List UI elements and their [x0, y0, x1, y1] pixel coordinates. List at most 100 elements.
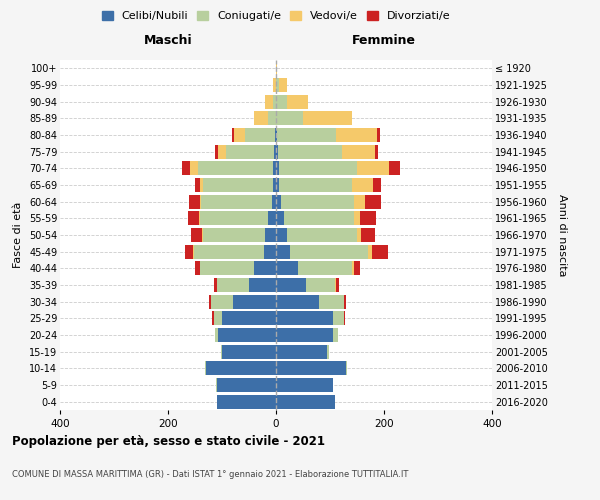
Bar — [274, 78, 276, 92]
Bar — [268, 112, 276, 126]
Bar — [346, 361, 347, 376]
Bar — [200, 194, 202, 209]
Bar — [272, 194, 276, 209]
Bar — [343, 311, 345, 326]
Text: COMUNE DI MASSA MARITTIMA (GR) - Dati ISTAT 1° gennaio 2021 - Elaborazione TUTTI: COMUNE DI MASSA MARITTIMA (GR) - Dati IS… — [12, 470, 409, 479]
Bar — [206, 361, 276, 376]
Bar — [195, 178, 200, 192]
Bar — [335, 278, 337, 292]
Bar — [290, 244, 368, 259]
Bar — [202, 228, 203, 242]
Bar — [357, 162, 389, 175]
Bar — [194, 244, 264, 259]
Bar — [195, 261, 200, 276]
Text: Popolazione per età, sesso e stato civile - 2021: Popolazione per età, sesso e stato civil… — [12, 435, 325, 448]
Bar — [276, 344, 328, 359]
Bar — [287, 94, 308, 109]
Bar — [389, 162, 400, 175]
Bar — [276, 144, 278, 159]
Bar — [254, 112, 268, 126]
Bar — [214, 278, 217, 292]
Bar — [217, 278, 249, 292]
Bar — [298, 261, 352, 276]
Bar — [203, 228, 265, 242]
Bar — [357, 228, 361, 242]
Bar — [217, 378, 276, 392]
Bar — [354, 261, 359, 276]
Bar — [332, 328, 338, 342]
Bar — [265, 228, 276, 242]
Bar — [377, 128, 380, 142]
Bar — [361, 228, 375, 242]
Bar — [274, 94, 276, 109]
Bar — [354, 211, 359, 226]
Bar — [217, 394, 276, 409]
Bar — [222, 311, 276, 326]
Bar — [211, 294, 233, 308]
Bar — [209, 294, 211, 308]
Bar — [264, 244, 276, 259]
Bar — [337, 128, 377, 142]
Bar — [185, 244, 193, 259]
Bar — [281, 194, 354, 209]
Bar — [276, 211, 284, 226]
Bar — [245, 128, 275, 142]
Bar — [276, 194, 281, 209]
Bar — [202, 194, 272, 209]
Bar — [360, 211, 376, 226]
Bar — [276, 78, 278, 92]
Bar — [375, 144, 377, 159]
Bar — [337, 278, 339, 292]
Bar — [199, 211, 200, 226]
Bar — [191, 228, 202, 242]
Bar — [278, 144, 343, 159]
Bar — [354, 194, 365, 209]
Bar — [249, 278, 276, 292]
Text: Femmine: Femmine — [352, 34, 416, 46]
Bar — [233, 294, 276, 308]
Bar — [222, 344, 276, 359]
Y-axis label: Anni di nascita: Anni di nascita — [557, 194, 567, 276]
Bar — [276, 128, 277, 142]
Bar — [188, 211, 199, 226]
Bar — [200, 261, 254, 276]
Bar — [198, 162, 274, 175]
Bar — [274, 162, 276, 175]
Bar — [276, 328, 332, 342]
Bar — [352, 261, 354, 276]
Bar — [232, 128, 235, 142]
Bar — [332, 311, 343, 326]
Bar — [276, 162, 278, 175]
Bar — [276, 112, 303, 126]
Bar — [193, 244, 194, 259]
Bar — [368, 244, 372, 259]
Bar — [278, 78, 287, 92]
Bar — [226, 144, 274, 159]
Bar — [254, 261, 276, 276]
Bar — [275, 128, 276, 142]
Bar — [265, 94, 274, 109]
Bar — [182, 162, 190, 175]
Bar — [276, 244, 290, 259]
Bar — [276, 311, 332, 326]
Bar — [276, 94, 287, 109]
Y-axis label: Fasce di età: Fasce di età — [13, 202, 23, 268]
Bar — [278, 162, 357, 175]
Bar — [276, 278, 306, 292]
Bar — [365, 194, 382, 209]
Bar — [235, 128, 245, 142]
Bar — [276, 178, 278, 192]
Bar — [218, 328, 276, 342]
Bar — [268, 211, 276, 226]
Bar — [276, 361, 346, 376]
Bar — [306, 278, 335, 292]
Bar — [276, 261, 298, 276]
Bar — [212, 311, 214, 326]
Bar — [215, 144, 218, 159]
Bar — [274, 144, 276, 159]
Legend: Celibi/Nubili, Coniugati/e, Vedovi/e, Divorziati/e: Celibi/Nubili, Coniugati/e, Vedovi/e, Di… — [101, 10, 451, 21]
Bar — [287, 228, 357, 242]
Bar — [200, 178, 203, 192]
Text: Maschi: Maschi — [143, 34, 193, 46]
Bar — [276, 294, 319, 308]
